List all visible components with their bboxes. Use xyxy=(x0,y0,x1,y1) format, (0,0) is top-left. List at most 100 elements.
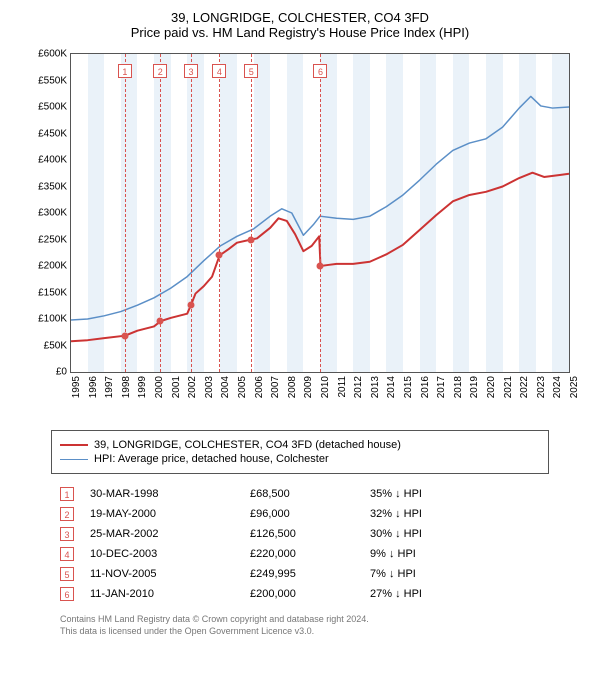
sale-row-marker: 1 xyxy=(60,487,74,501)
sale-date: 11-JAN-2010 xyxy=(90,588,250,600)
x-axis-label: 2015 xyxy=(403,376,414,398)
x-axis-label: 2011 xyxy=(337,376,348,398)
plot-area: £0£50K£100K£150K£200K£250K£300K£350K£400… xyxy=(70,53,570,373)
sale-guideline xyxy=(251,54,252,372)
x-axis-label: 1995 xyxy=(71,376,82,398)
sales-table: 1 30-MAR-1998£68,50035% ↓ HPI 219-MAY-2000… xyxy=(60,484,540,604)
sale-row-marker: 3 xyxy=(60,527,74,541)
legend-label: HPI: Average price, detached house, Colc… xyxy=(94,453,329,465)
sale-row-marker: 6 xyxy=(60,587,74,601)
legend-item: 39, LONGRIDGE, COLCHESTER, CO4 3FD (deta… xyxy=(60,439,540,451)
x-axis-label: 2021 xyxy=(503,376,514,398)
x-axis-label: 2002 xyxy=(187,376,198,398)
sale-diff: 27% ↓ HPI xyxy=(370,588,520,600)
sale-price: £126,500 xyxy=(250,528,370,540)
y-axis-label: £400K xyxy=(38,155,67,166)
legend-swatch xyxy=(60,444,88,446)
x-axis-label: 2020 xyxy=(486,376,497,398)
legend-item: HPI: Average price, detached house, Colc… xyxy=(60,453,540,465)
chart-title: 39, LONGRIDGE, COLCHESTER, CO4 3FD Price… xyxy=(10,10,590,40)
x-axis-label: 2017 xyxy=(436,376,447,398)
sale-dot xyxy=(216,252,223,259)
sale-date: 11-NOV-2005 xyxy=(90,568,250,580)
x-axis-label: 1999 xyxy=(137,376,148,398)
x-axis-label: 2005 xyxy=(237,376,248,398)
sale-diff: 7% ↓ HPI xyxy=(370,568,520,580)
sale-guideline xyxy=(125,54,126,372)
sale-price: £220,000 xyxy=(250,548,370,560)
x-axis-label: 1996 xyxy=(88,376,99,398)
sale-row: 5 11-NOV-2005£249,9957% ↓ HPI xyxy=(60,564,540,584)
x-axis-label: 2010 xyxy=(320,376,331,398)
sale-dot xyxy=(248,236,255,243)
sale-guideline xyxy=(191,54,192,372)
y-axis-label: £100K xyxy=(38,314,67,325)
legend-label: 39, LONGRIDGE, COLCHESTER, CO4 3FD (deta… xyxy=(94,439,401,451)
y-axis-label: £300K xyxy=(38,208,67,219)
x-axis-label: 2000 xyxy=(154,376,165,398)
sale-price: £249,995 xyxy=(250,568,370,580)
sale-row-marker: 4 xyxy=(60,547,74,561)
y-axis-label: £250K xyxy=(38,234,67,245)
x-axis-label: 2009 xyxy=(303,376,314,398)
sale-row: 6 11-JAN-2010£200,00027% ↓ HPI xyxy=(60,584,540,604)
x-axis-label: 2025 xyxy=(569,376,580,398)
sale-diff: 30% ↓ HPI xyxy=(370,528,520,540)
sale-row: 325-MAR-2002£126,50030% ↓ HPI xyxy=(60,524,540,544)
title-line2: Price paid vs. HM Land Registry's House … xyxy=(10,25,590,40)
x-axis-label: 2019 xyxy=(469,376,480,398)
x-axis-label: 2016 xyxy=(420,376,431,398)
x-axis-label: 2024 xyxy=(552,376,563,398)
y-axis-label: £200K xyxy=(38,261,67,272)
footer-attribution: Contains HM Land Registry data © Crown c… xyxy=(60,614,540,637)
footer-line1: Contains HM Land Registry data © Crown c… xyxy=(60,614,540,626)
x-axis-label: 2012 xyxy=(353,376,364,398)
y-axis-label: £450K xyxy=(38,128,67,139)
sale-price: £68,500 xyxy=(250,488,370,500)
sale-row-marker: 5 xyxy=(60,567,74,581)
sale-marker-box: 5 xyxy=(244,64,258,78)
sale-dot xyxy=(157,318,164,325)
y-axis-label: £500K xyxy=(38,102,67,113)
sale-date: 19-MAY-2000 xyxy=(90,508,250,520)
sale-row: 219-MAY-2000£96,00032% ↓ HPI xyxy=(60,504,540,524)
sale-diff: 9% ↓ HPI xyxy=(370,548,520,560)
x-axis-label: 2022 xyxy=(519,376,530,398)
x-axis-label: 2023 xyxy=(536,376,547,398)
legend: 39, LONGRIDGE, COLCHESTER, CO4 3FD (deta… xyxy=(51,430,549,474)
x-axis-label: 2007 xyxy=(270,376,281,398)
sale-row: 1 30-MAR-1998£68,50035% ↓ HPI xyxy=(60,484,540,504)
y-axis-label: £150K xyxy=(38,287,67,298)
sale-guideline xyxy=(320,54,321,372)
sale-dot xyxy=(121,332,128,339)
sale-marker-box: 2 xyxy=(153,64,167,78)
x-axis-label: 2004 xyxy=(220,376,231,398)
sale-diff: 35% ↓ HPI xyxy=(370,488,520,500)
x-axis-label: 2014 xyxy=(386,376,397,398)
sale-dot xyxy=(317,263,324,270)
sale-date: 30-MAR-1998 xyxy=(90,488,250,500)
sale-price: £96,000 xyxy=(250,508,370,520)
x-axis-label: 2006 xyxy=(254,376,265,398)
sale-marker-box: 4 xyxy=(212,64,226,78)
sale-dot xyxy=(188,301,195,308)
x-axis-label: 2013 xyxy=(370,376,381,398)
sale-diff: 32% ↓ HPI xyxy=(370,508,520,520)
y-axis-label: £600K xyxy=(38,49,67,60)
y-axis-label: £50K xyxy=(44,340,67,351)
sale-price: £200,000 xyxy=(250,588,370,600)
sale-date: 10-DEC-2003 xyxy=(90,548,250,560)
x-axis-label: 1997 xyxy=(104,376,115,398)
y-axis-label: £0 xyxy=(56,367,67,378)
sale-marker-box: 1 xyxy=(118,64,132,78)
sale-marker-box: 3 xyxy=(184,64,198,78)
sale-row: 4 10-DEC-2003£220,0009% ↓ HPI xyxy=(60,544,540,564)
x-axis-label: 2018 xyxy=(453,376,464,398)
y-axis-label: £550K xyxy=(38,75,67,86)
legend-swatch xyxy=(60,459,88,460)
chart-container: £0£50K£100K£150K£200K£250K£300K£350K£400… xyxy=(20,48,580,418)
x-axis-label: 2003 xyxy=(204,376,215,398)
x-axis-label: 1998 xyxy=(121,376,132,398)
sale-guideline xyxy=(219,54,220,372)
x-axis-label: 2001 xyxy=(171,376,182,398)
